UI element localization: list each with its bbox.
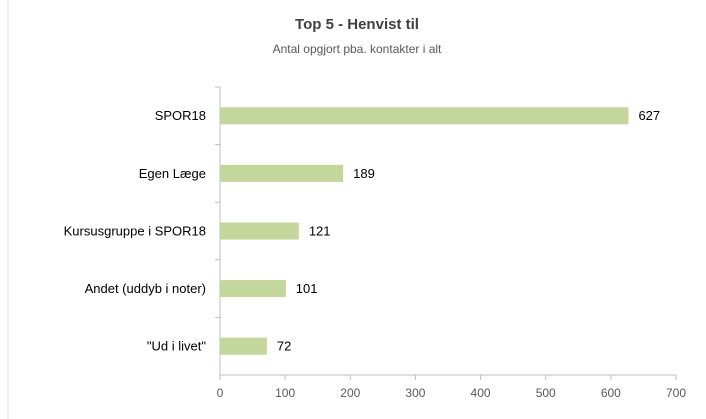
x-tick-label: 300 [405,386,425,400]
chart-subtitle: Antal opgjort pba. kontakter i alt [273,42,442,56]
bar [220,107,629,125]
data-label: 189 [353,166,375,181]
y-tick-label: "Ud i livet" [147,339,206,354]
x-tick-label: 500 [536,386,556,400]
data-label: 72 [277,339,291,354]
bar [220,164,344,182]
bar [220,337,267,355]
y-tick-label: SPOR18 [155,108,206,123]
y-tick-label: Andet (uddyb i noter) [85,281,206,296]
data-label: 627 [638,108,660,123]
y-tick-label: Kursusgruppe i SPOR18 [64,223,206,238]
x-tick-label: 600 [601,386,621,400]
x-tick-label: 200 [340,386,360,400]
bar [220,280,286,298]
chart-title: Top 5 - Henvist til [295,16,419,33]
bar [220,222,299,240]
x-tick-label: 0 [217,386,224,400]
x-tick-label: 700 [666,386,686,400]
data-label: 121 [309,223,331,238]
data-label: 101 [296,281,318,296]
y-tick-label: Egen Læge [139,166,206,181]
x-tick-label: 400 [471,386,491,400]
x-tick-label: 100 [275,386,295,400]
